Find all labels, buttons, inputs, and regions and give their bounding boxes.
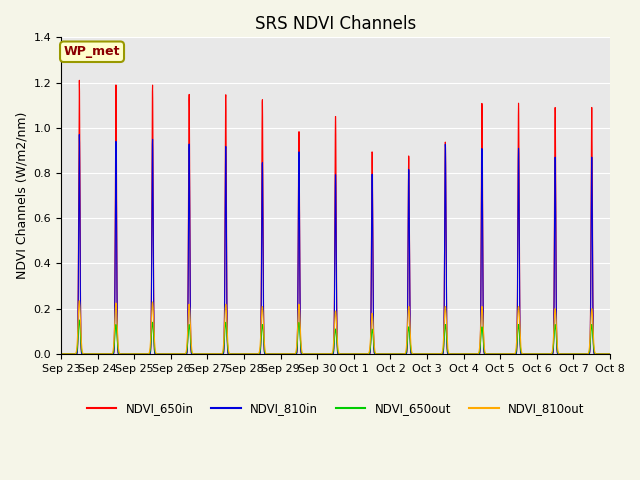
Line: NDVI_810in: NDVI_810in (61, 134, 610, 354)
NDVI_650out (120, 351, 127, 357)
NDVI_650in (536, 351, 544, 357)
NDVI_650out (292, 351, 300, 357)
NDVI_810in (120, 351, 127, 357)
NDVI_650in (152, 351, 160, 357)
NDVI_810out (57, 351, 65, 357)
NDVI_650out (152, 351, 160, 357)
Legend: NDVI_650in, NDVI_810in, NDVI_650out, NDVI_810out: NDVI_650in, NDVI_810in, NDVI_650out, NDV… (82, 398, 589, 420)
NDVI_650out (536, 351, 544, 357)
NDVI_650in (120, 351, 127, 357)
NDVI_650in (596, 351, 604, 357)
NDVI_650in (76, 77, 83, 83)
NDVI_650in (57, 351, 65, 357)
NDVI_810in (292, 351, 300, 357)
NDVI_810out (596, 351, 604, 357)
NDVI_650out (606, 351, 614, 357)
NDVI_810in (152, 351, 160, 357)
NDVI_650out (596, 351, 604, 357)
NDVI_650in (606, 351, 614, 357)
NDVI_650in (292, 351, 300, 357)
NDVI_810out (292, 350, 300, 356)
Y-axis label: NDVI Channels (W/m2/nm): NDVI Channels (W/m2/nm) (15, 112, 28, 279)
NDVI_810in (268, 351, 276, 357)
NDVI_810out (606, 351, 614, 357)
NDVI_650out (268, 351, 276, 357)
NDVI_650out (76, 317, 83, 323)
NDVI_650out (57, 351, 65, 357)
Line: NDVI_650in: NDVI_650in (61, 80, 610, 354)
NDVI_810out (152, 351, 160, 357)
NDVI_810in (57, 351, 65, 357)
Line: NDVI_810out: NDVI_810out (61, 301, 610, 354)
NDVI_650in (268, 351, 276, 357)
Title: SRS NDVI Channels: SRS NDVI Channels (255, 15, 416, 33)
Text: WP_met: WP_met (64, 45, 120, 58)
NDVI_810out (120, 351, 127, 357)
NDVI_810in (536, 351, 544, 357)
NDVI_810in (606, 351, 614, 357)
NDVI_810out (536, 351, 544, 357)
Line: NDVI_650out: NDVI_650out (61, 320, 610, 354)
NDVI_810out (76, 298, 83, 304)
NDVI_810in (76, 132, 83, 137)
NDVI_810in (596, 351, 604, 357)
NDVI_810out (268, 351, 276, 357)
